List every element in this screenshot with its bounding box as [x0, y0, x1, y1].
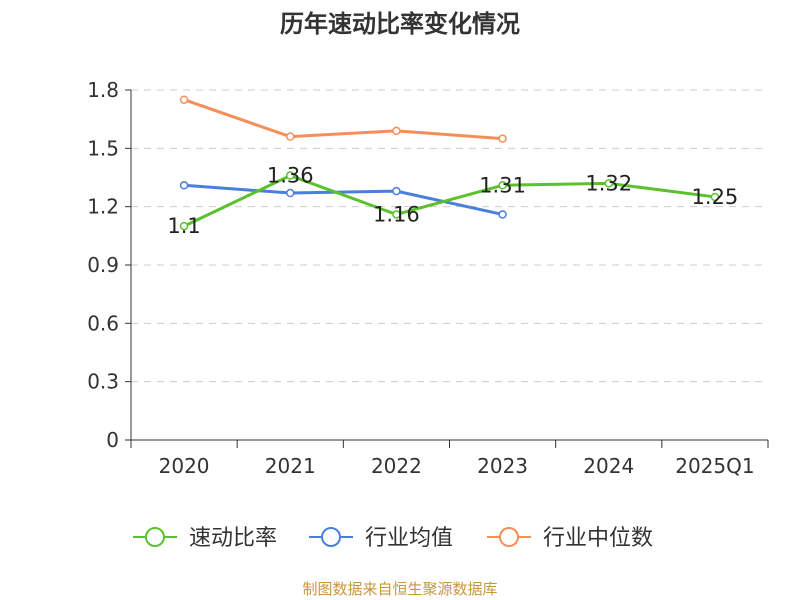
series-line-0 — [184, 176, 715, 227]
data-label: 1.36 — [267, 164, 314, 188]
data-label: 1.16 — [373, 202, 420, 226]
legend-label: 行业均值 — [365, 526, 453, 551]
data-point-1-2[interactable] — [393, 188, 400, 195]
data-labels: 1.1 1.36 1.16 1.31 1.32 1.25 — [167, 164, 738, 239]
y-tick-label: 0.3 — [87, 370, 119, 394]
data-point-2-3[interactable] — [499, 135, 506, 142]
data-point-2-2[interactable] — [393, 127, 400, 134]
x-tick-label: 2024 — [583, 454, 634, 478]
data-point-2-0[interactable] — [181, 96, 188, 103]
data-label: 1.1 — [167, 214, 200, 238]
y-tick-label: 1.8 — [87, 78, 119, 102]
legend-marker-icon — [322, 528, 340, 546]
y-tick-label: 1.5 — [87, 136, 119, 160]
y-tick-label: 0 — [106, 428, 119, 452]
data-label: 1.31 — [479, 173, 526, 197]
source-note: 制图数据来自恒生聚源数据库 — [0, 578, 800, 600]
x-tick-label: 2025Q1 — [675, 454, 754, 478]
legend-item-0[interactable]: 速动比率 — [133, 526, 277, 551]
series — [181, 96, 719, 229]
x-tick-label: 2022 — [371, 454, 422, 478]
legend-marker-icon — [500, 528, 518, 546]
legend-label: 速动比率 — [189, 526, 277, 551]
x-tick-label: 2020 — [159, 454, 210, 478]
x-tick-label: 2023 — [477, 454, 528, 478]
y-tick-label: 1.2 — [87, 195, 119, 219]
series-line-2 — [184, 100, 503, 139]
data-label: 1.25 — [692, 185, 739, 209]
y-tick-label: 0.6 — [87, 311, 119, 335]
data-point-1-0[interactable] — [181, 182, 188, 189]
data-point-1-1[interactable] — [287, 190, 294, 197]
data-point-1-3[interactable] — [499, 211, 506, 218]
data-label: 1.32 — [585, 171, 632, 195]
legend[interactable]: 速动比率 行业均值 行业中位数 — [133, 526, 653, 551]
axes: 0 0.3 0.6 0.9 1.2 1.5 1.8 2020 2021 2022 2023 2024 2… — [87, 78, 768, 478]
line-chart: 0 0.3 0.6 0.9 1.2 1.5 1.8 2020 2021 2022 2023 2024 2… — [0, 0, 800, 600]
data-point-2-1[interactable] — [287, 133, 294, 140]
legend-item-2[interactable]: 行业中位数 — [487, 526, 653, 551]
legend-label: 行业中位数 — [543, 526, 653, 551]
legend-marker-icon — [146, 528, 164, 546]
y-tick-label: 0.9 — [87, 253, 119, 277]
x-tick-label: 2021 — [265, 454, 316, 478]
legend-item-1[interactable]: 行业均值 — [309, 526, 453, 551]
